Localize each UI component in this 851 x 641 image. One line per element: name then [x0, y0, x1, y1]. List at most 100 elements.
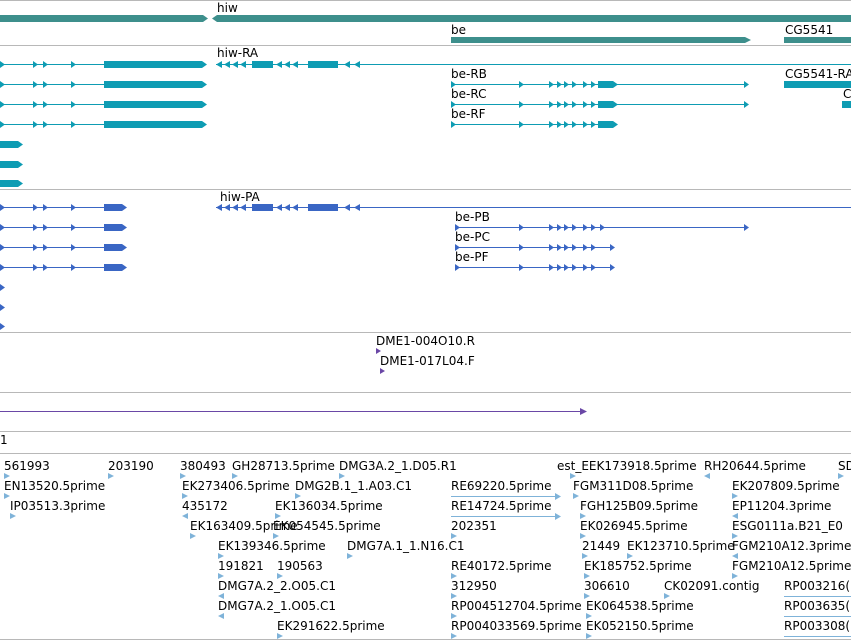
est-feature[interactable] [586, 633, 592, 639]
est-feature[interactable] [180, 473, 186, 479]
transcript-be-rc[interactable] [451, 101, 749, 108]
transcript-left-1[interactable] [0, 61, 207, 68]
transcript-label-cg5541-ra: CG5541-RA [785, 67, 851, 81]
protein-left-4[interactable] [0, 264, 127, 271]
est-feature[interactable] [273, 533, 279, 539]
gene-hiw[interactable] [212, 15, 851, 22]
est-label: est_EEK173918.5prime [557, 459, 697, 473]
protein-left-1[interactable] [0, 204, 127, 211]
est-feature[interactable] [732, 513, 738, 519]
est-feature[interactable] [451, 633, 457, 639]
est-label: EP11204.3prime [732, 499, 831, 513]
est-feature[interactable] [108, 473, 114, 479]
marker-1[interactable] [376, 348, 381, 354]
protein-hiw-pa[interactable] [216, 204, 851, 211]
protein-label-be-pc: be-PC [455, 230, 490, 244]
est-feature[interactable] [586, 613, 592, 619]
est-feature[interactable] [732, 553, 738, 559]
transcript-label-be-rf: be-RF [451, 107, 486, 121]
transcript-cg5541-c[interactable] [842, 101, 851, 108]
est-feature[interactable] [582, 553, 588, 559]
est-feature[interactable] [218, 553, 224, 559]
protein-be-pb[interactable] [455, 224, 749, 231]
protein-left-2[interactable] [0, 224, 127, 231]
est-label: FGH125B09.5prime [580, 499, 698, 513]
est-feature[interactable] [182, 493, 188, 499]
est-feature[interactable] [584, 573, 590, 579]
est-feature[interactable] [182, 513, 188, 519]
est-label: DMG7A.1_1.N16.C1 [347, 539, 465, 553]
protein-be-pc[interactable] [455, 244, 615, 251]
est-feature[interactable] [732, 533, 738, 539]
transcript-left-6[interactable] [0, 161, 23, 168]
est-feature[interactable] [277, 633, 283, 639]
est-feature[interactable] [838, 473, 844, 479]
est-feature[interactable] [451, 513, 561, 520]
est-label: RE40172.5prime [451, 559, 552, 573]
marker-label-1: DME1-004O10.R [376, 334, 475, 348]
est-feature[interactable] [275, 513, 281, 519]
gene-label-be: be [451, 23, 466, 37]
est-feature[interactable] [4, 493, 10, 499]
protein-left-6[interactable] [0, 304, 5, 311]
est-feature[interactable] [580, 513, 586, 519]
est-feature[interactable] [277, 573, 283, 579]
est-feature[interactable] [232, 473, 238, 479]
est-feature[interactable] [339, 473, 345, 479]
est-feature[interactable] [704, 473, 710, 479]
est-label: GH28713.5prime [232, 459, 335, 473]
marker-2[interactable] [380, 368, 385, 374]
est-feature[interactable] [573, 493, 579, 499]
transcript-left-2[interactable] [0, 81, 207, 88]
est-label: RP003216( [784, 579, 850, 593]
est-feature[interactable] [190, 533, 196, 539]
est-feature[interactable] [664, 593, 670, 599]
protein-left-3[interactable] [0, 244, 127, 251]
est-feature[interactable] [570, 473, 576, 479]
gene-hiw-left[interactable] [0, 15, 208, 22]
transcript-left-4[interactable] [0, 121, 207, 128]
est-label: RE69220.5prime [451, 479, 552, 493]
est-feature[interactable] [295, 493, 301, 499]
est-label: EK139346.5prime [218, 539, 326, 553]
est-feature[interactable] [627, 553, 633, 559]
est-feature[interactable] [451, 593, 457, 599]
est-feature[interactable] [732, 573, 738, 579]
gene-track: hiw be CG5541 [0, 1, 851, 43]
transcript-hiw-ra[interactable] [216, 61, 851, 68]
est-feature[interactable] [451, 613, 457, 619]
gene-be[interactable] [451, 37, 751, 43]
est-label: ESG0111a.B21_E0 [732, 519, 843, 533]
est-feature[interactable] [218, 593, 224, 599]
transcript-left-3[interactable] [0, 101, 207, 108]
est-feature[interactable] [451, 533, 457, 539]
est-feature[interactable] [347, 553, 353, 559]
est-label: RP004033569.5prime [451, 619, 582, 633]
est-feature[interactable] [451, 573, 457, 579]
est-feature[interactable] [580, 533, 586, 539]
est-label: 21449 [582, 539, 620, 553]
est-label: 380493 [180, 459, 226, 473]
transcript-be-rb[interactable] [451, 81, 749, 88]
protein-be-pf[interactable] [455, 264, 615, 271]
clone-feature[interactable] [0, 408, 587, 415]
transcript-cg5541-ra[interactable] [784, 81, 851, 88]
gene-cg5541[interactable] [784, 37, 851, 43]
est-label: 435172 [182, 499, 228, 513]
protein-left-7[interactable] [0, 323, 5, 330]
est-feature[interactable] [584, 593, 590, 599]
est-feature[interactable] [218, 613, 224, 619]
est-label: EK136034.5prime [275, 499, 383, 513]
transcript-left-5[interactable] [0, 141, 23, 148]
est-feature[interactable] [732, 493, 738, 499]
est-feature[interactable] [4, 473, 10, 479]
est-label: EK054545.5prime [273, 519, 381, 533]
protein-left-5[interactable] [0, 284, 5, 291]
transcript-be-rf[interactable] [451, 121, 618, 128]
est-feature[interactable] [218, 573, 224, 579]
transcript-left-7[interactable] [0, 180, 23, 187]
est-feature[interactable] [10, 513, 16, 519]
est-feature[interactable] [451, 493, 561, 500]
clone-label: 1 [0, 433, 8, 447]
